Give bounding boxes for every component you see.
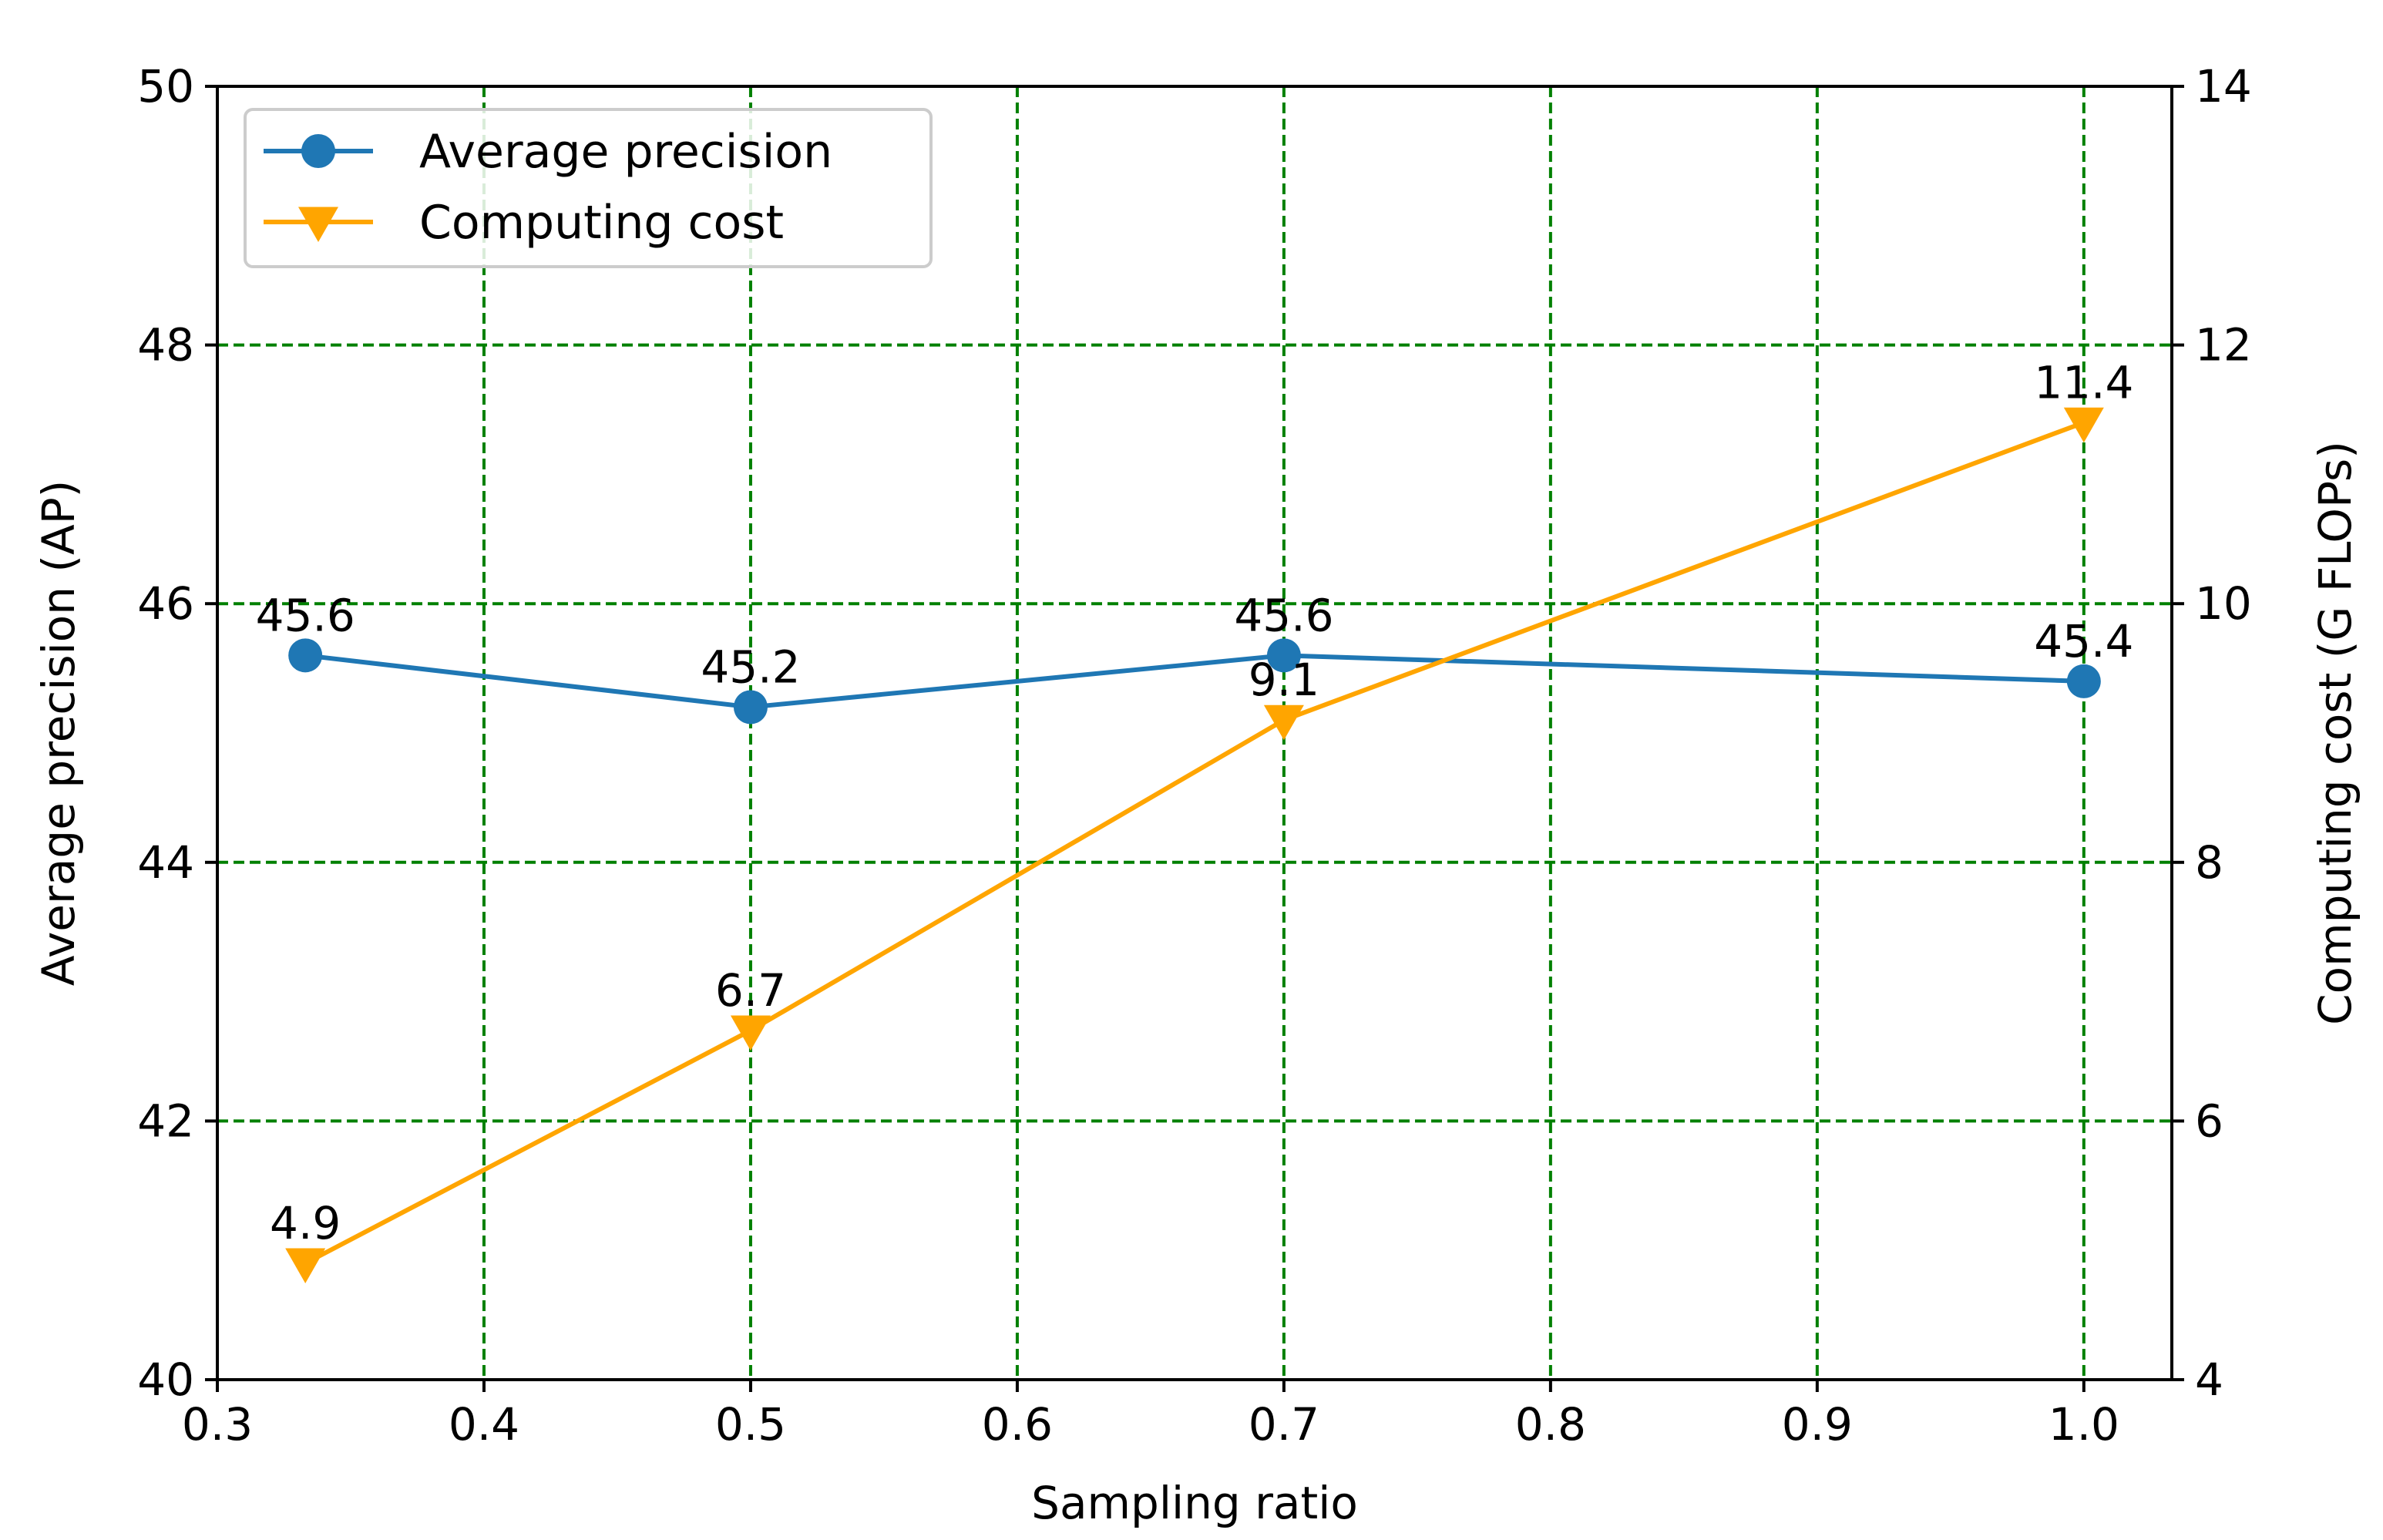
data-label: 45.4 — [2034, 615, 2133, 667]
x-axis-label: Sampling ratio — [1031, 1477, 1358, 1529]
data-label: 11.4 — [2034, 356, 2133, 409]
legend-box — [244, 108, 933, 268]
data-point — [285, 1248, 326, 1283]
data-label: 45.6 — [1234, 589, 1333, 641]
y2-tick-label: 6 — [2195, 1094, 2223, 1147]
ticks: 0.3 0.4 0.5 0.6 0.7 0.8 0.9 1.04042444648504681… — [137, 60, 2252, 1451]
legend-label: Average precision — [419, 125, 832, 179]
y2-tick-label: 4 — [2195, 1353, 2223, 1406]
y-axis-label: Average precision (AP) — [32, 480, 85, 987]
x-tick-label: 0.8 — [1515, 1398, 1586, 1451]
data-point — [730, 1015, 771, 1051]
series-layer: 45.6 45.2 45.6 45.4 4.9 6.7 9.1 11.4 — [256, 356, 2133, 1283]
legend-entry-average-precision: Average precision — [264, 125, 832, 179]
grid — [216, 85, 2172, 1381]
data-point — [1263, 704, 1304, 741]
x-tick-label: 1.0 — [2049, 1398, 2119, 1451]
y2-tick-label: 8 — [2195, 836, 2223, 889]
data-point — [2063, 407, 2104, 443]
data-label: 45.2 — [701, 641, 800, 693]
legend-entry-computing-cost: Computing cost — [264, 196, 784, 250]
x-tick-label: 0.9 — [1782, 1398, 1853, 1451]
y2-tick-label: 14 — [2195, 60, 2252, 113]
plot-border — [216, 85, 2173, 1381]
data-label: 45.6 — [256, 589, 355, 641]
data-point — [733, 690, 768, 725]
x-tick-label: 0.4 — [449, 1398, 519, 1451]
data-point — [1266, 638, 1301, 673]
y-tick-label: 46 — [137, 577, 194, 630]
data-point — [288, 638, 323, 673]
series-computing-cost: 4.9 6.7 9.1 11.4 — [270, 356, 2133, 1283]
legend: Average precision Computing cost — [244, 108, 933, 268]
legend-marker — [298, 207, 338, 242]
x-tick-label: 0.5 — [715, 1398, 786, 1451]
series-line — [304, 653, 2084, 710]
series-average-precision: 45.6 45.2 45.6 45.4 — [256, 589, 2133, 725]
y-tick-label: 50 — [137, 60, 194, 113]
y2-tick-label: 12 — [2195, 319, 2252, 372]
y-tick-label: 42 — [137, 1094, 194, 1147]
x-tick-label: 0.7 — [1249, 1398, 1319, 1451]
series-line — [304, 420, 2085, 1266]
data-label: 6.7 — [715, 964, 786, 1017]
legend-marker — [301, 134, 335, 168]
data-point — [2066, 664, 2101, 698]
x-tick-label: 0.3 — [182, 1398, 253, 1451]
y-tick-label: 48 — [137, 319, 194, 372]
legend-label: Computing cost — [419, 196, 784, 250]
y2-tick-label: 10 — [2195, 577, 2252, 630]
data-label: 4.9 — [270, 1197, 341, 1249]
x-tick-label: 0.6 — [982, 1398, 1053, 1451]
data-label: 9.1 — [1249, 654, 1319, 706]
plot-frame — [216, 85, 2173, 1381]
y2-axis-label: Computing cost (G FLOPs) — [2309, 441, 2361, 1025]
y-tick-label: 40 — [137, 1353, 194, 1406]
y-tick-label: 44 — [137, 836, 194, 889]
